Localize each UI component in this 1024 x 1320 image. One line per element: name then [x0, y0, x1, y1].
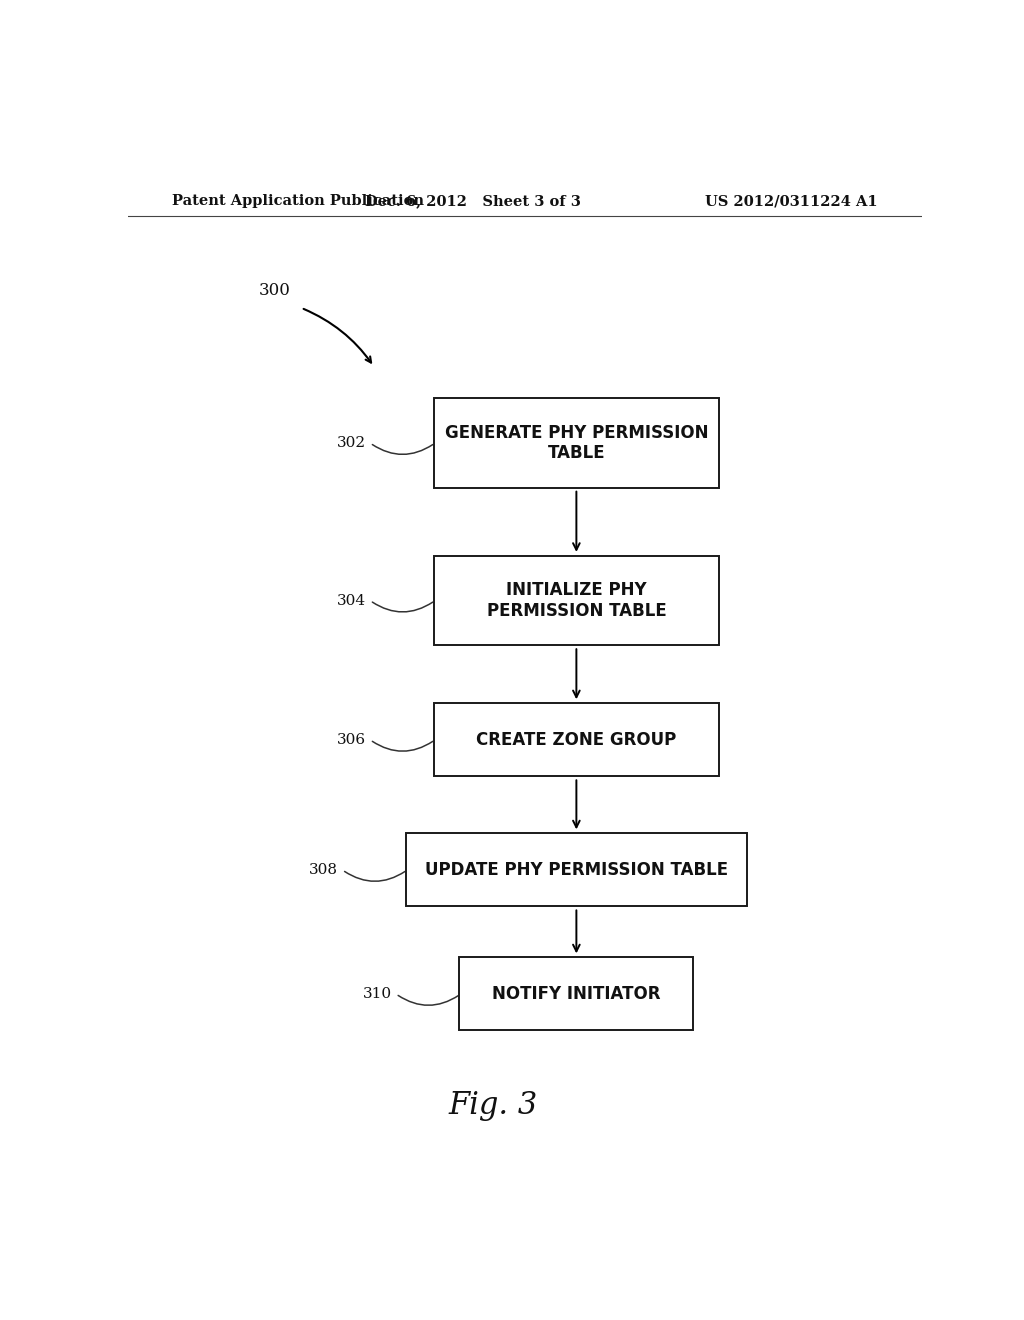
- Text: US 2012/0311224 A1: US 2012/0311224 A1: [706, 194, 878, 209]
- Text: Fig. 3: Fig. 3: [449, 1090, 538, 1121]
- Text: Dec. 6, 2012   Sheet 3 of 3: Dec. 6, 2012 Sheet 3 of 3: [366, 194, 582, 209]
- Text: Patent Application Publication: Patent Application Publication: [172, 194, 424, 209]
- FancyBboxPatch shape: [433, 556, 719, 645]
- Text: NOTIFY INITIATOR: NOTIFY INITIATOR: [493, 985, 660, 1003]
- Text: CREATE ZONE GROUP: CREATE ZONE GROUP: [476, 731, 677, 748]
- Text: 300: 300: [259, 282, 291, 300]
- Text: UPDATE PHY PERMISSION TABLE: UPDATE PHY PERMISSION TABLE: [425, 861, 728, 879]
- Text: 308: 308: [309, 863, 338, 876]
- Text: INITIALIZE PHY
PERMISSION TABLE: INITIALIZE PHY PERMISSION TABLE: [486, 581, 667, 620]
- FancyBboxPatch shape: [433, 704, 719, 776]
- Text: 310: 310: [362, 987, 392, 1001]
- FancyBboxPatch shape: [406, 833, 748, 907]
- FancyBboxPatch shape: [433, 399, 719, 487]
- Text: 306: 306: [337, 733, 366, 747]
- Text: 302: 302: [337, 436, 366, 450]
- Text: GENERATE PHY PERMISSION
TABLE: GENERATE PHY PERMISSION TABLE: [444, 424, 709, 462]
- FancyBboxPatch shape: [460, 957, 693, 1031]
- Text: 304: 304: [337, 594, 366, 607]
